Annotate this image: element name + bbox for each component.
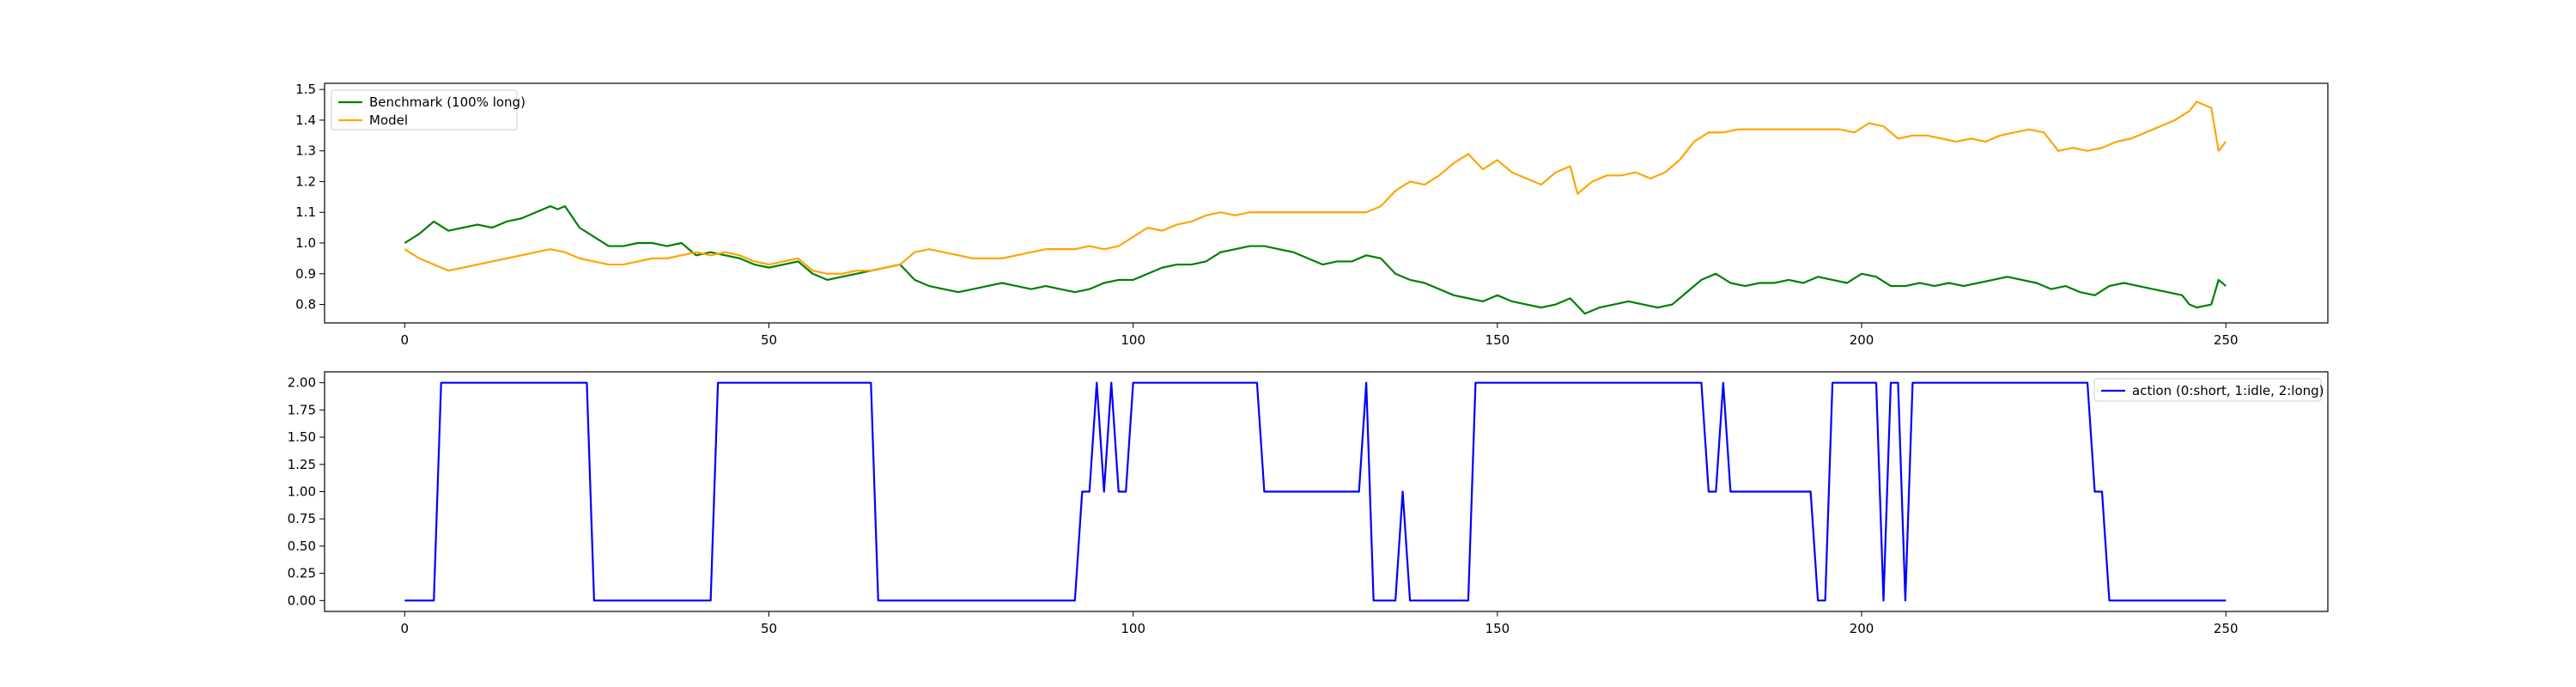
price-chart-x-tick-label: 150 — [1485, 332, 1510, 348]
price-chart-y-tick-label: 0.8 — [295, 297, 316, 313]
price-chart-y-tick-label: 0.9 — [295, 266, 316, 282]
price-chart-y-tick-label: 1.0 — [295, 235, 316, 251]
price-chart-legend-box — [331, 89, 518, 131]
action-chart-y-tick-label: 1.00 — [288, 484, 316, 500]
action-chart-legend: action (0:short, 1:idle, 2:long) — [2093, 378, 2324, 402]
action-chart-y-tick-label: 2.00 — [288, 375, 316, 391]
action-chart-x-tick-label: 100 — [1121, 621, 1145, 636]
price-chart-legend-label: Model — [369, 112, 408, 128]
price-chart-y-tick-label: 1.1 — [295, 204, 316, 220]
action-chart: 0 50 100 150 200 250 0.00 0.25 0.50 0.75 1.00 1.25 1… — [288, 371, 2329, 636]
price-chart-series-line-1 — [404, 100, 2227, 275]
price-chart-axes-frame — [324, 82, 2329, 324]
action-chart-x-tick-label: 50 — [761, 621, 777, 636]
price-chart: 0 50 100 150 200 250 0.8 0.9 1.0 1.1 1.2 1.3 1.4 1.5 B… — [295, 82, 2329, 348]
price-chart-y-tick-label: 1.2 — [295, 173, 316, 189]
price-chart-x-tick-label: 50 — [761, 332, 777, 348]
price-chart-x-tick-label: 100 — [1121, 332, 1145, 348]
price-chart-y-tick-label: 1.3 — [295, 143, 316, 159]
price-chart-y-tick-label: 1.4 — [295, 112, 316, 128]
action-chart-x-tick-label: 0 — [401, 621, 410, 636]
action-chart-y-tick-label: 0.75 — [288, 511, 316, 526]
action-chart-y-tick-label: 1.25 — [288, 457, 316, 472]
action-chart-x-tick-label: 250 — [2214, 621, 2239, 636]
action-chart-y-tick-label: 1.50 — [288, 429, 316, 445]
price-chart-y-tick-label: 1.5 — [295, 82, 316, 97]
action-chart-y-tick-label: 0.25 — [288, 566, 316, 581]
price-chart-x-tick-label: 0 — [401, 332, 410, 348]
price-chart-x-tick-label: 200 — [1850, 332, 1874, 348]
action-chart-y-tick-label: 1.75 — [288, 402, 316, 417]
action-chart-x-tick-label: 200 — [1850, 621, 1874, 636]
price-chart-series-line-0 — [404, 204, 2227, 315]
action-chart-y-tick-label: 0.00 — [288, 593, 316, 608]
price-chart-legend: Benchmark (100% long) Model — [331, 89, 526, 131]
action-chart-legend-label: action (0:short, 1:idle, 2:long) — [2132, 383, 2324, 398]
action-chart-x-tick-label: 150 — [1485, 621, 1510, 636]
action-chart-series-line-0 — [404, 381, 2227, 602]
price-chart-x-tick-label: 250 — [2214, 332, 2239, 348]
action-chart-y-tick-label: 0.50 — [288, 538, 316, 554]
price-chart-legend-label: Benchmark (100% long) — [369, 94, 526, 110]
action-chart-legend-box — [2093, 378, 2322, 402]
